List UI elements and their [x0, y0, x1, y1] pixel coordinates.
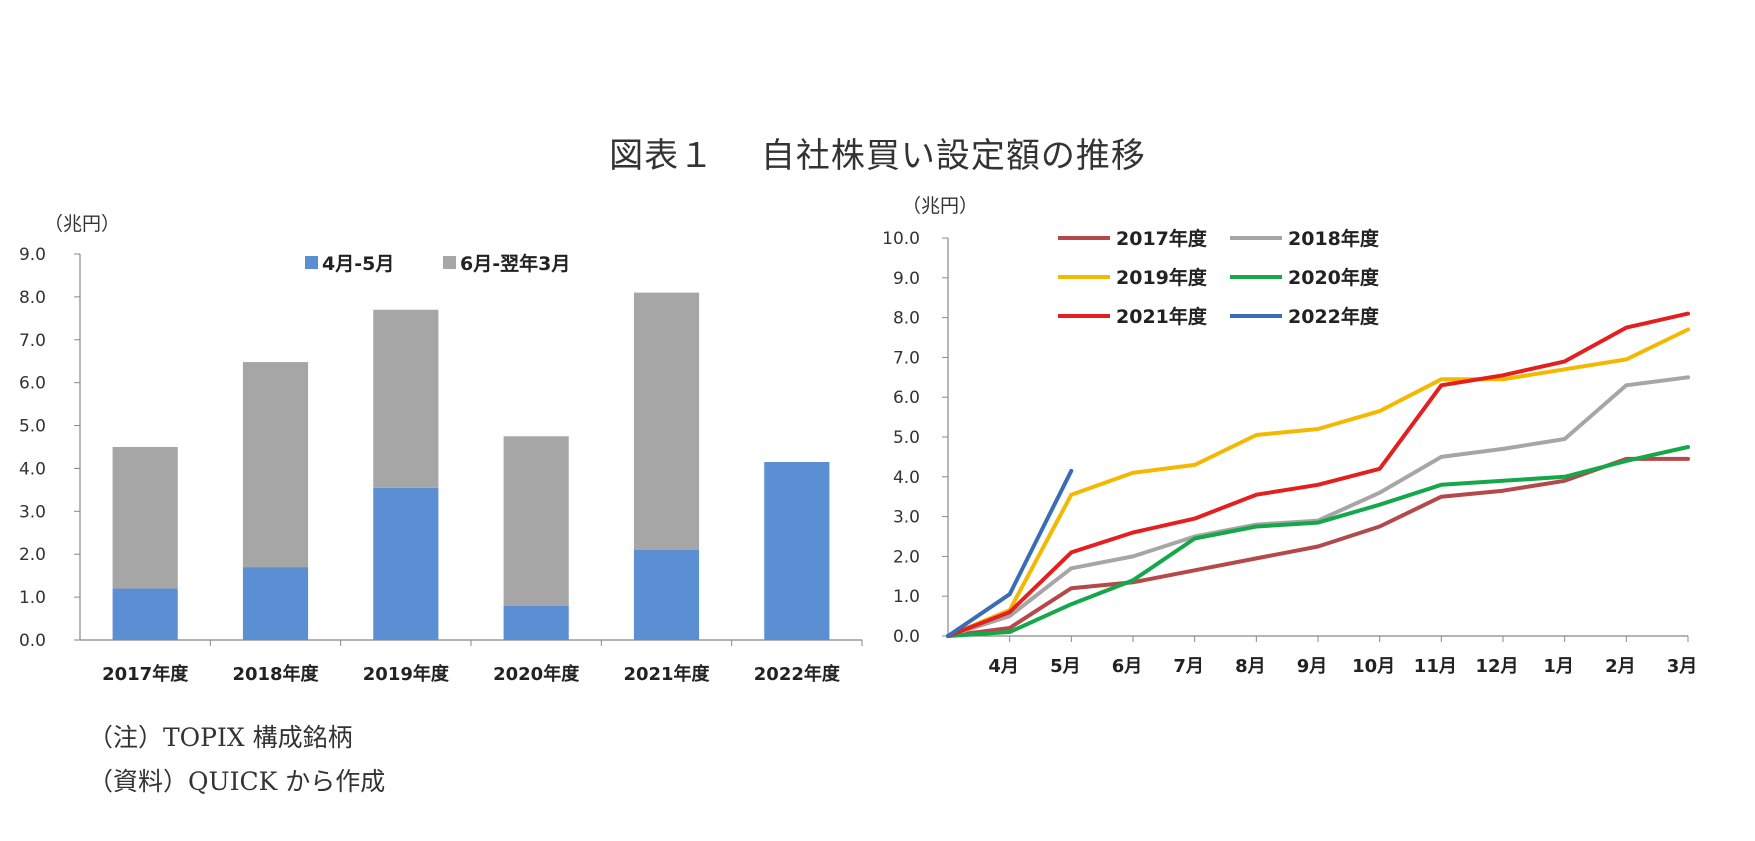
bar-segment — [373, 309, 439, 488]
line-x-tick-label: 2月 — [1605, 656, 1636, 677]
bar-segment — [112, 588, 178, 640]
line-y-tick-label: 8.0 — [893, 309, 920, 329]
source-text: （資料）QUICK から作成 — [88, 767, 386, 796]
figure-title: 図表１ 自社株買い設定額の推移 — [609, 136, 1146, 176]
line-legend-label: 2021年度 — [1116, 305, 1208, 328]
line-x-tick-label: 11月 — [1414, 656, 1457, 677]
bar-x-tick-label: 2020年度 — [493, 663, 580, 685]
line-y-tick-label: 3.0 — [893, 508, 920, 528]
bar-legend-label: 6月-翌年3月 — [460, 252, 570, 275]
note-text: （注）TOPIX 構成銘柄 — [88, 723, 353, 752]
line-legend-label: 2022年度 — [1288, 305, 1380, 328]
bar-y-tick-label: 5.0 — [19, 417, 46, 437]
line-x-tick-label: 1月 — [1543, 656, 1574, 677]
line-y-tick-label: 1.0 — [893, 587, 920, 607]
bar-legend-label: 4月-5月 — [322, 253, 394, 275]
line-x-tick-label: 12月 — [1475, 656, 1518, 677]
cumulative-line-chart: （兆円） 0.0 1.0 2.0 3.0 4.0 5.0 6.0 7.0 8.0 9.0 10.0 4月… — [882, 195, 1698, 677]
bar-segment — [242, 567, 309, 640]
line-y-unit-label: （兆円） — [902, 195, 978, 217]
bar-y-tick-label: 4.0 — [19, 459, 46, 479]
bar-y-tick-label: 0.0 — [19, 631, 46, 651]
bar-y-tick-label: 2.0 — [19, 545, 46, 565]
bar-legend-swatch — [443, 256, 456, 269]
line-x-tick-label: 4月 — [988, 656, 1019, 677]
line-x-tick-label: 3月 — [1667, 656, 1698, 677]
bar-x-tick-label: 2017年度 — [102, 663, 189, 685]
bar-segment — [503, 436, 569, 606]
line-x-tick-label: 9月 — [1297, 656, 1328, 677]
line-series — [946, 468, 1074, 638]
bar-legend-swatch — [305, 256, 318, 269]
bar-y-tick-label: 3.0 — [19, 502, 46, 522]
line-x-tick-label: 7月 — [1173, 656, 1204, 677]
line-y-tick-label: 10.0 — [882, 229, 920, 249]
bar-segment — [373, 487, 439, 640]
line-legend-label: 2017年度 — [1116, 227, 1208, 250]
line-y-tick-label: 5.0 — [893, 428, 920, 448]
line-y-tick-label: 6.0 — [893, 388, 920, 408]
bar-x-tick-label: 2019年度 — [363, 663, 450, 685]
line-legend-label: 2018年度 — [1288, 227, 1380, 250]
line-x-tick-label: 5月 — [1050, 656, 1081, 677]
bar-x-tick-label: 2022年度 — [754, 663, 841, 685]
line-series — [946, 456, 1690, 638]
line-legend-label: 2020年度 — [1288, 266, 1380, 289]
bar-x-tick-label: 2021年度 — [623, 663, 710, 685]
line-series — [946, 311, 1690, 638]
bar-y-tick-label: 9.0 — [19, 245, 46, 265]
bar-segment — [242, 362, 309, 568]
bar-y-tick-label: 8.0 — [19, 288, 46, 308]
line-series — [946, 327, 1690, 638]
bar-x-tick-label: 2018年度 — [232, 663, 319, 685]
line-y-tick-label: 7.0 — [893, 348, 920, 368]
line-x-tick-label: 6月 — [1112, 656, 1143, 677]
bar-y-tick-label: 7.0 — [19, 331, 46, 351]
line-y-tick-label: 2.0 — [893, 547, 920, 567]
bar-segment — [633, 292, 700, 550]
bar-y-tick-label: 6.0 — [19, 374, 46, 394]
line-y-tick-label: 0.0 — [893, 627, 920, 647]
bar-segment — [633, 549, 700, 640]
bar-y-tick-label: 1.0 — [19, 588, 46, 608]
bar-segment — [764, 462, 830, 640]
stacked-bar-chart: （兆円） 0.0 1.0 2.0 3.0 4.0 5.0 6.0 7.0 8.0 9.0 2017年度… — [19, 213, 863, 685]
line-legend-label: 2019年度 — [1116, 266, 1208, 289]
line-y-tick-label: 4.0 — [893, 468, 920, 488]
bar-segment — [112, 447, 178, 589]
bar-segment — [503, 605, 569, 640]
line-series — [946, 445, 1690, 638]
line-y-tick-label: 9.0 — [893, 269, 920, 289]
bar-y-unit-label: （兆円） — [44, 213, 120, 235]
line-x-tick-label: 10月 — [1352, 656, 1395, 677]
line-x-tick-label: 8月 — [1235, 656, 1266, 677]
